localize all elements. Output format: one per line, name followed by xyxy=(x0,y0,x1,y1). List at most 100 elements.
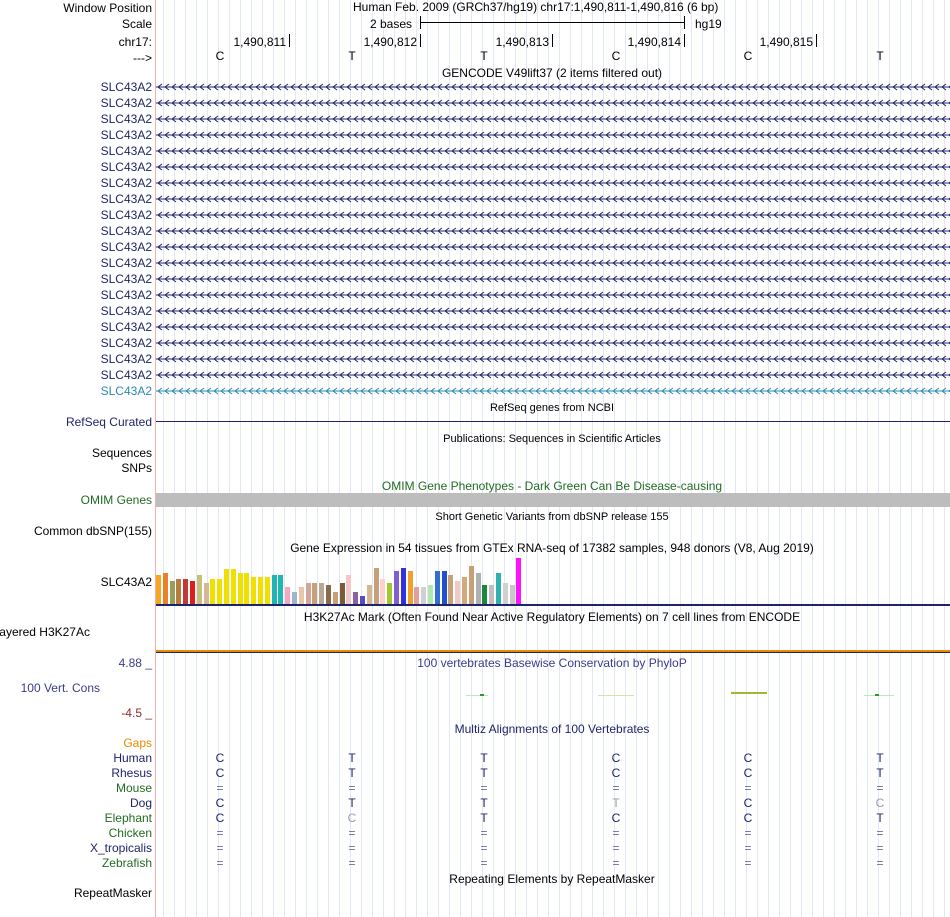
omim-label[interactable]: OMIM Genes xyxy=(80,493,152,507)
gencode-transcript[interactable] xyxy=(156,290,950,302)
gencode-gene-label[interactable]: SLC43A2 xyxy=(100,128,152,142)
track-data-area[interactable]: Human Feb. 2009 (GRCh37/hg19) chr17:1,49… xyxy=(156,0,950,917)
gtex-bar[interactable] xyxy=(224,569,229,604)
gtex-bar[interactable] xyxy=(271,575,277,604)
gencode-transcript[interactable] xyxy=(156,354,950,366)
gencode-transcript[interactable] xyxy=(156,370,950,382)
gtex-bar[interactable] xyxy=(516,558,522,604)
gtex-bar[interactable] xyxy=(244,573,250,604)
species-label-human[interactable]: Human xyxy=(113,751,152,765)
gencode-transcript[interactable] xyxy=(156,386,950,398)
gtex-bar[interactable] xyxy=(285,587,291,604)
gtex-bar[interactable] xyxy=(407,571,413,604)
gtex-bar[interactable] xyxy=(482,585,488,604)
gtex-bar[interactable] xyxy=(183,579,189,604)
gencode-gene-label[interactable]: SLC43A2 xyxy=(100,368,152,382)
cons-label[interactable]: 100 Vert. Cons xyxy=(20,681,100,695)
gencode-transcript[interactable] xyxy=(156,338,950,350)
gtex-bar[interactable] xyxy=(468,566,474,604)
refseq-label[interactable]: RefSeq Curated xyxy=(65,415,152,429)
gtex-bar[interactable] xyxy=(366,585,372,604)
gencode-transcript[interactable] xyxy=(156,146,950,158)
gencode-gene-label[interactable]: SLC43A2 xyxy=(100,384,152,398)
gencode-transcript[interactable] xyxy=(156,130,950,142)
gtex-bar[interactable] xyxy=(387,583,393,604)
gtex-bar[interactable] xyxy=(169,581,175,604)
repeatmasker-label[interactable]: RepeatMasker xyxy=(73,886,152,900)
gtex-bar[interactable] xyxy=(230,569,236,604)
gtex-bar[interactable] xyxy=(332,592,338,604)
gencode-transcript[interactable] xyxy=(156,258,950,270)
species-label-x_tropicalis[interactable]: X_tropicalis xyxy=(89,841,152,855)
gtex-bar[interactable] xyxy=(251,577,257,604)
gencode-gene-label[interactable]: SLC43A2 xyxy=(100,192,152,206)
gencode-transcript[interactable] xyxy=(156,274,950,286)
gtex-bar[interactable] xyxy=(156,575,161,604)
species-label-rhesus[interactable]: Rhesus xyxy=(111,766,152,780)
gencode-transcript[interactable] xyxy=(156,162,950,174)
gencode-gene-label[interactable]: SLC43A2 xyxy=(100,336,152,350)
gencode-transcript[interactable] xyxy=(156,114,950,126)
species-label-dog[interactable]: Dog xyxy=(129,796,152,810)
gtex-bar[interactable] xyxy=(421,587,427,604)
gtex-bar[interactable] xyxy=(428,585,433,604)
gencode-gene-label[interactable]: SLC43A2 xyxy=(100,112,152,126)
gencode-transcript[interactable] xyxy=(156,226,950,238)
gtex-bar[interactable] xyxy=(190,581,195,604)
gtex-bar-chart[interactable] xyxy=(156,556,556,604)
gtex-bar[interactable] xyxy=(339,583,345,604)
species-label-chicken[interactable]: Chicken xyxy=(108,826,152,840)
gencode-gene-label[interactable]: SLC43A2 xyxy=(100,160,152,174)
gencode-gene-label[interactable]: SLC43A2 xyxy=(100,256,152,270)
gencode-gene-label[interactable]: SLC43A2 xyxy=(100,80,152,94)
gtex-bar[interactable] xyxy=(414,587,420,604)
gtex-bar[interactable] xyxy=(237,573,243,604)
gtex-bar[interactable] xyxy=(258,577,263,604)
gencode-transcript[interactable] xyxy=(156,98,950,110)
h3k27ac-signal-orange[interactable] xyxy=(156,650,950,652)
gtex-bar[interactable] xyxy=(217,579,223,604)
gtex-bar[interactable] xyxy=(176,579,182,604)
publications-label[interactable]: Sequences xyxy=(91,446,152,460)
gtex-bar[interactable] xyxy=(394,571,399,604)
gtex-label[interactable]: SLC43A2 xyxy=(100,575,152,589)
species-label-elephant[interactable]: Elephant xyxy=(104,811,152,825)
gencode-gene-label[interactable]: SLC43A2 xyxy=(100,96,152,110)
gtex-bar[interactable] xyxy=(264,577,270,604)
gtex-bar[interactable] xyxy=(380,579,386,604)
gtex-bar[interactable] xyxy=(448,575,454,604)
gencode-gene-label[interactable]: SLC43A2 xyxy=(100,208,152,222)
gtex-bar[interactable] xyxy=(203,583,209,604)
gtex-bar[interactable] xyxy=(441,571,447,604)
gencode-gene-label[interactable]: SLC43A2 xyxy=(100,240,152,254)
gtex-bar[interactable] xyxy=(278,575,284,604)
gtex-bar[interactable] xyxy=(455,581,461,604)
gencode-transcript[interactable] xyxy=(156,194,950,206)
gencode-gene-label[interactable]: SLC43A2 xyxy=(100,304,152,318)
gencode-gene-label[interactable]: SLC43A2 xyxy=(100,272,152,286)
gencode-gene-label[interactable]: SLC43A2 xyxy=(100,320,152,334)
gencode-transcript[interactable] xyxy=(156,242,950,254)
gencode-gene-label[interactable]: SLC43A2 xyxy=(100,352,152,366)
gtex-bar[interactable] xyxy=(502,583,508,604)
gencode-transcript[interactable] xyxy=(156,178,950,190)
gtex-bar[interactable] xyxy=(346,575,352,604)
gtex-bar[interactable] xyxy=(162,573,168,604)
gencode-gene-label[interactable]: SLC43A2 xyxy=(100,144,152,158)
gtex-bar[interactable] xyxy=(312,583,318,604)
h3k27ac-label[interactable]: Layered H3K27Ac xyxy=(0,625,90,639)
gtex-bar[interactable] xyxy=(509,585,515,604)
gtex-bar[interactable] xyxy=(305,583,311,604)
gtex-bar[interactable] xyxy=(292,592,297,604)
species-label-zebrafish[interactable]: Zebrafish xyxy=(101,856,152,870)
gencode-gene-label[interactable]: SLC43A2 xyxy=(100,224,152,238)
gencode-gene-label[interactable]: SLC43A2 xyxy=(100,288,152,302)
gtex-bar[interactable] xyxy=(210,579,216,604)
gencode-transcript[interactable] xyxy=(156,82,950,94)
gtex-bar[interactable] xyxy=(319,583,325,604)
gtex-bar[interactable] xyxy=(196,575,202,604)
gtex-bar[interactable] xyxy=(434,571,440,604)
gtex-bar[interactable] xyxy=(360,596,365,604)
species-label-mouse[interactable]: Mouse xyxy=(115,781,152,795)
gencode-transcript[interactable] xyxy=(156,322,950,334)
